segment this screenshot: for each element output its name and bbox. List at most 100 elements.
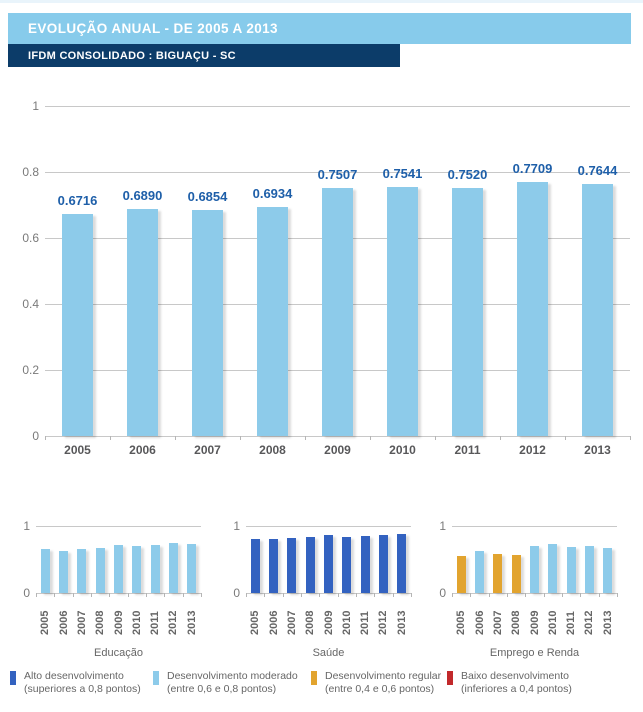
axis-tick: [319, 593, 320, 597]
legend-label-moderado: Desenvolvimento moderado (entre 0,6 e 0,8…: [167, 670, 298, 696]
axis-tick: [146, 593, 147, 597]
legend-label-line: Baixo desenvolvimento: [461, 670, 569, 682]
bar-ifdm-consolidado-2006: [127, 209, 158, 436]
x-axis-label: 2009: [113, 610, 125, 635]
x-axis-label: 2009: [324, 443, 351, 457]
axis-tick: [507, 593, 508, 597]
bar-saude-2008: [306, 537, 315, 593]
legend-item-regular: Desenvolvimento regular (entre 0,4 e 0,6 …: [311, 670, 441, 696]
x-axis-label: 2012: [583, 610, 595, 635]
axis-tick: [201, 593, 202, 597]
x-axis-label: 2011: [359, 611, 371, 635]
x-axis-label: 2012: [519, 443, 546, 457]
legend-swatch-regular: [311, 671, 317, 685]
bar-value-label: 0.6716: [57, 193, 98, 208]
bar-emprego-e-renda-2005: [457, 556, 466, 593]
x-axis-label: 2006: [268, 610, 280, 635]
bar-educacao-2012: [169, 543, 178, 593]
axis-tick: [562, 593, 563, 597]
axis-tick: [580, 593, 581, 597]
x-axis-label: 2011: [565, 611, 577, 635]
x-axis-label: 2008: [259, 443, 286, 457]
gridline: [246, 593, 411, 594]
bar-value-label: 0.7541: [382, 166, 423, 181]
axis-tick: [599, 593, 600, 597]
bar-value-label: 0.6854: [187, 189, 228, 204]
x-axis-label: 2012: [167, 610, 179, 635]
axis-tick: [109, 593, 110, 597]
x-axis-label: 2010: [547, 610, 559, 635]
chart-title-saude: Saúde: [312, 647, 345, 659]
bar-ifdm-consolidado-2010: [387, 187, 418, 436]
legend-item-moderado: Desenvolvimento moderado (entre 0,6 e 0,8…: [153, 670, 298, 696]
bar-educacao-2007: [77, 549, 86, 593]
axis-tick: [305, 436, 306, 440]
emprego-e-renda-chart: 1 0 2005 2006 2007 2008 2009 2010 2011 2012 2013 Em…: [439, 519, 618, 659]
y-tick-label: 0: [23, 586, 30, 600]
bar-ifdm-consolidado-2007: [192, 210, 223, 436]
axis-tick: [544, 593, 545, 597]
bar-saude-2013: [397, 534, 406, 593]
bar-emprego-e-renda-2010: [548, 544, 557, 593]
x-axis-label: 2007: [492, 610, 504, 635]
axis-tick: [435, 436, 436, 440]
axis-tick: [525, 593, 526, 597]
x-axis-label: 2011: [454, 443, 481, 457]
axis-tick: [283, 593, 284, 597]
bar-educacao-2013: [187, 544, 196, 593]
bar-educacao-2008: [96, 548, 105, 593]
bar-saude-2005: [251, 539, 260, 593]
gridline: [45, 106, 630, 107]
axis-tick: [128, 593, 129, 597]
axis-tick: [110, 436, 111, 440]
bar-emprego-e-renda-2007: [493, 554, 502, 593]
axis-tick: [264, 593, 265, 597]
axis-tick: [301, 593, 302, 597]
bar-saude-2011: [361, 536, 370, 593]
axis-tick: [393, 593, 394, 597]
y-tick-label: 0: [439, 586, 446, 600]
bar-ifdm-consolidado-2011: [452, 188, 483, 436]
bar-value-label: 0.7709: [512, 161, 553, 176]
legend-swatch-moderado: [153, 671, 159, 685]
legend-sublabel-line: (entre 0,6 e 0,8 pontos): [167, 683, 277, 695]
x-axis-label: 2012: [377, 610, 389, 635]
bar-emprego-e-renda-2008: [512, 555, 521, 593]
x-axis-label: 2008: [304, 610, 316, 635]
legend-label-line: Desenvolvimento regular: [325, 670, 442, 682]
axis-tick: [183, 593, 184, 597]
legend-sublabel-line: (superiores a 0,8 pontos): [24, 683, 141, 695]
axis-tick: [565, 436, 566, 440]
legend-label-line: Desenvolvimento moderado: [167, 670, 298, 682]
bar-ifdm-consolidado-2009: [322, 188, 353, 436]
bar-ifdm-consolidado-2013: [582, 184, 613, 436]
x-axis-label: 2009: [323, 610, 335, 635]
axis-tick: [91, 593, 92, 597]
x-axis-label: 2005: [39, 610, 51, 635]
x-axis-label: 2005: [64, 443, 91, 457]
axis-tick: [36, 593, 37, 597]
axis-tick: [175, 436, 176, 440]
bar-emprego-e-renda-2009: [530, 546, 539, 593]
gridline: [452, 526, 617, 527]
chart-title-emprego-e-renda: Emprego e Renda: [489, 647, 580, 659]
axis-tick: [338, 593, 339, 597]
y-tick-label: 0.6: [22, 231, 39, 245]
legend-swatch-alto: [10, 671, 16, 685]
chart-subtitle: IFDM CONSOLIDADO : BIGUAÇU - SC: [28, 49, 236, 62]
x-axis-label: 2005: [455, 610, 467, 635]
x-axis-label: 2010: [389, 443, 416, 457]
axis-tick: [54, 593, 55, 597]
bar-ifdm-consolidado-2012: [517, 182, 548, 436]
y-tick-label: 0.2: [22, 363, 39, 377]
bar-educacao-2005: [41, 549, 50, 593]
x-axis-label: 2011: [149, 611, 161, 635]
axis-tick: [374, 593, 375, 597]
chart-title-educacao: Educação: [94, 647, 143, 659]
axis-tick: [617, 593, 618, 597]
x-axis-label: 2013: [396, 610, 408, 635]
axis-tick: [164, 593, 165, 597]
y-tick-label: 0.4: [22, 297, 39, 311]
bar-emprego-e-renda-2013: [603, 548, 612, 593]
chart-subtitle-bar: IFDM CONSOLIDADO : BIGUAÇU - SC: [8, 44, 400, 67]
